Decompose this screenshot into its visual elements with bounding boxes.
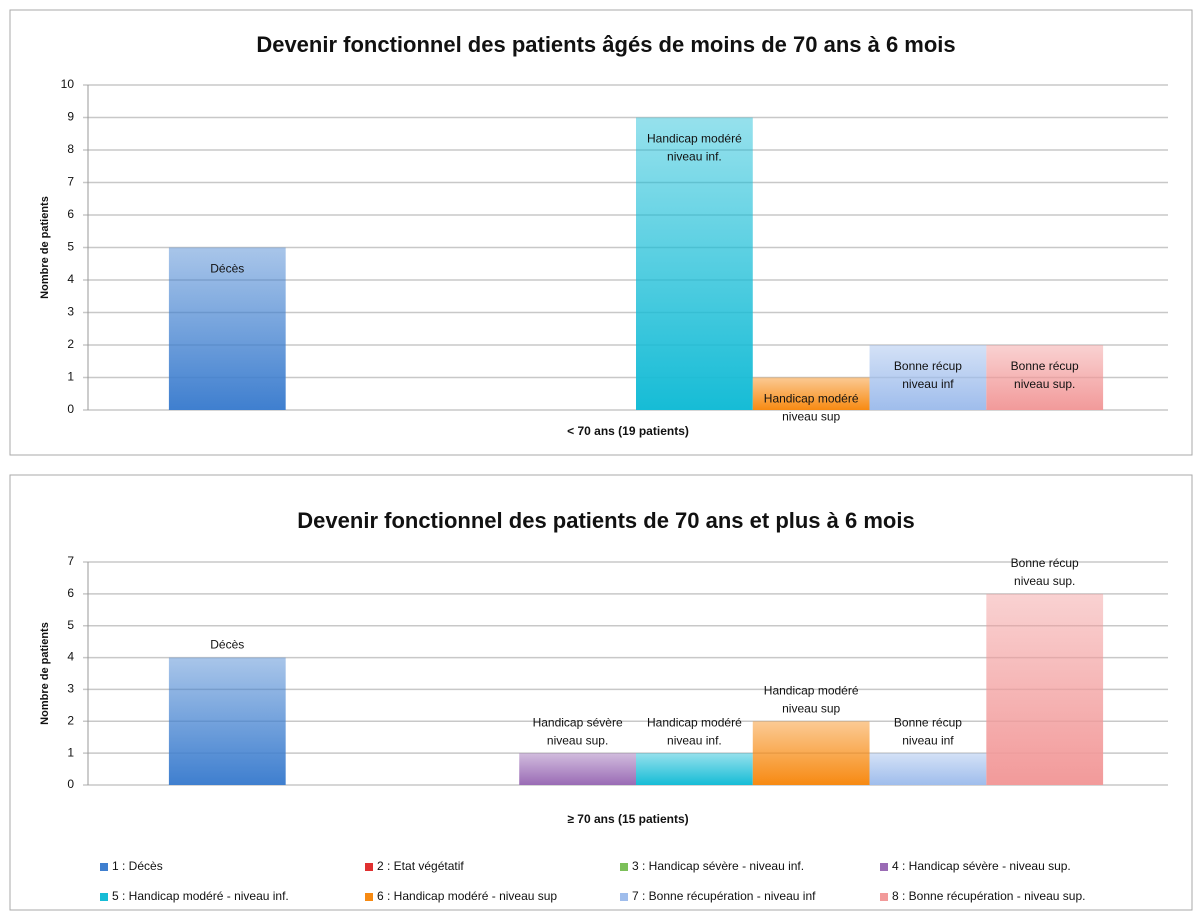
legend-label: 2 : Etat végétatif <box>377 859 464 873</box>
bar <box>752 721 870 785</box>
y-tick-label: 0 <box>67 402 74 416</box>
bar <box>986 593 1104 785</box>
bar <box>986 345 1104 410</box>
y-tick-label: 7 <box>67 175 74 189</box>
data-label: niveau sup. <box>1014 574 1075 588</box>
y-tick-label: 5 <box>67 240 74 254</box>
legend-swatch <box>365 893 373 901</box>
legend-label: 1 : Décès <box>112 859 163 873</box>
data-label: niveau sup. <box>547 733 608 747</box>
y-tick-label: 3 <box>67 682 74 696</box>
legend-swatch <box>100 893 108 901</box>
bar <box>168 247 286 410</box>
y-tick-label: 3 <box>67 305 74 319</box>
data-label: Bonne récup <box>894 715 962 729</box>
data-label: niveau inf. <box>667 733 722 747</box>
legend-label: 6 : Handicap modéré - niveau sup <box>377 889 557 903</box>
y-axis-label: Nombre de patients <box>39 196 51 299</box>
y-tick-label: 6 <box>67 586 74 600</box>
legend-swatch <box>100 863 108 871</box>
bar <box>519 753 636 785</box>
legend-swatch <box>620 893 628 901</box>
chart-title: Devenir fonctionnel des patients âgés de… <box>256 32 955 57</box>
y-tick-label: 1 <box>67 370 74 384</box>
data-label: niveau sup <box>782 701 840 715</box>
y-tick-label: 4 <box>67 272 74 286</box>
bar <box>636 117 753 410</box>
data-label: Décès <box>210 262 244 276</box>
data-label: Décès <box>210 638 244 652</box>
legend-label: 8 : Bonne récupération - niveau sup. <box>892 889 1085 903</box>
legend-label: 5 : Handicap modéré - niveau inf. <box>112 889 289 903</box>
data-label: niveau inf. <box>667 150 722 164</box>
data-label: niveau inf <box>902 733 954 747</box>
data-label: Handicap modéré <box>647 132 742 146</box>
bar <box>168 657 286 785</box>
y-tick-label: 2 <box>67 337 74 351</box>
data-label: Bonne récup <box>1011 359 1079 373</box>
data-label: Bonne récup <box>1011 556 1079 570</box>
bar <box>752 377 870 410</box>
y-tick-label: 7 <box>67 554 74 568</box>
data-label: niveau inf <box>902 377 954 391</box>
y-tick-label: 0 <box>67 777 74 791</box>
x-tick-label: ≥ 70 ans (15 patients) <box>567 812 688 826</box>
data-label: Handicap modéré <box>764 392 859 406</box>
y-tick-label: 10 <box>61 77 75 91</box>
data-label: Handicap sévère <box>533 715 623 729</box>
y-tick-label: 2 <box>67 713 74 727</box>
data-label: Bonne récup <box>894 359 962 373</box>
legend-label: 3 : Handicap sévère - niveau inf. <box>632 859 804 873</box>
legend-swatch <box>880 893 888 901</box>
data-label: niveau sup. <box>1014 377 1075 391</box>
y-tick-label: 4 <box>67 650 74 664</box>
y-tick-label: 6 <box>67 207 74 221</box>
legend-swatch <box>880 863 888 871</box>
data-label: niveau sup <box>782 410 840 424</box>
legend-swatch <box>620 863 628 871</box>
y-tick-label: 1 <box>67 745 74 759</box>
y-tick-label: 9 <box>67 110 74 124</box>
x-tick-label: < 70 ans (19 patients) <box>567 424 689 438</box>
legend-swatch <box>365 863 373 871</box>
data-label: Handicap modéré <box>647 715 742 729</box>
data-label: Handicap modéré <box>764 683 859 697</box>
bar <box>869 345 987 410</box>
bar <box>636 753 753 785</box>
bar <box>869 753 987 785</box>
y-tick-label: 8 <box>67 142 74 156</box>
chart-title: Devenir fonctionnel des patients de 70 a… <box>297 508 914 533</box>
y-tick-label: 5 <box>67 618 74 632</box>
y-axis-label: Nombre de patients <box>39 622 51 725</box>
legend-label: 7 : Bonne récupération - niveau inf <box>632 889 816 903</box>
legend-label: 4 : Handicap sévère - niveau sup. <box>892 859 1071 873</box>
